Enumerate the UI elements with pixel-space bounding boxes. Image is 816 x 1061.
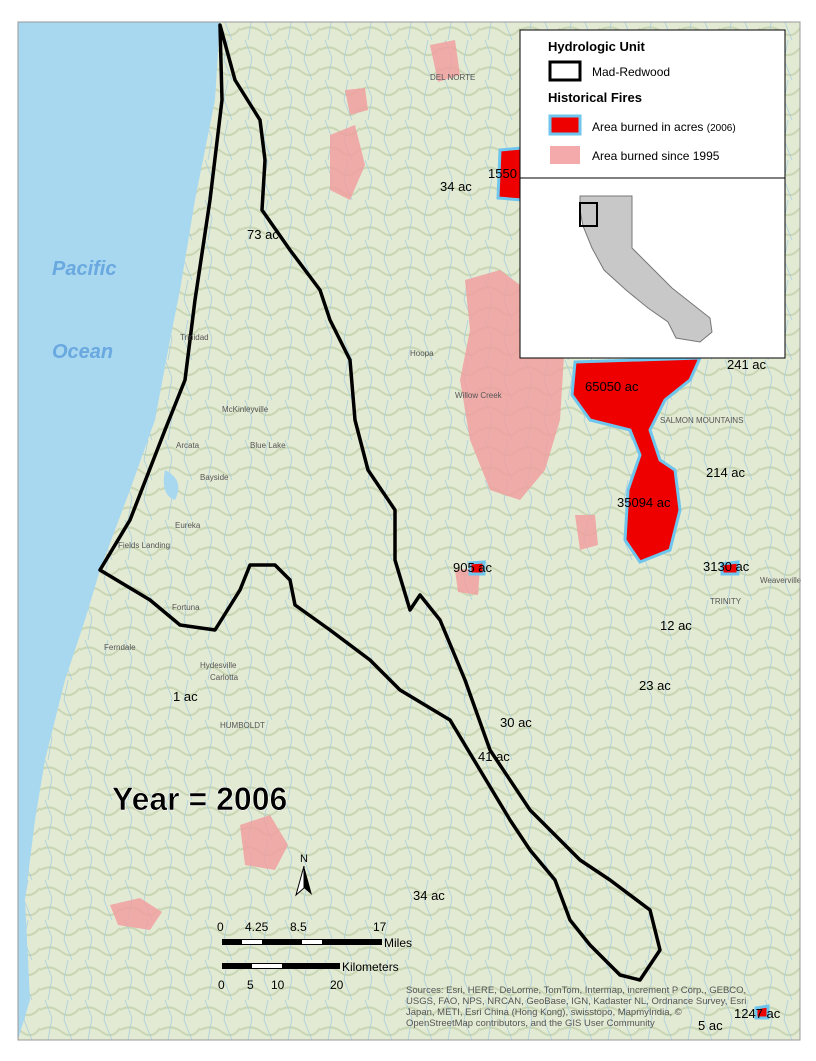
sources-line: Sources: Esri, HERE, DeLorme, TomTom, In… <box>406 985 746 996</box>
scale-tick-label: 5 <box>247 978 254 992</box>
scale-tick-label: 0 <box>217 920 224 934</box>
legend-item-text: Area burned in acres <box>592 120 703 134</box>
fire-area-2006 <box>754 1004 770 1020</box>
fire-area <box>240 815 288 870</box>
place-label: Willow Creek <box>455 391 503 400</box>
fire-label: 35094 ac <box>617 495 671 510</box>
scale-bar-segment <box>302 940 322 944</box>
place-label: DEL NORTE <box>430 73 475 82</box>
legend-swatch <box>548 114 582 136</box>
ocean <box>18 22 220 1040</box>
place-label: Eureka <box>175 521 201 530</box>
fire-label: 34 ac <box>413 888 445 903</box>
fire-area-2006 <box>720 560 740 576</box>
north-arrow-right <box>304 866 312 895</box>
fire-label: 5 ac <box>698 1018 723 1033</box>
place-label: Bayside <box>200 473 229 482</box>
ocean-label: Pacific Ocean <box>52 258 116 363</box>
scale-tick-label: 10 <box>271 978 285 992</box>
fire-label: 65050 ac <box>585 379 639 394</box>
fire-area <box>345 88 368 115</box>
legend-item: Area burned in acres (2006) <box>592 120 736 134</box>
legend-item-year: (2006) <box>707 123 736 134</box>
place-label: McKinleyville <box>222 405 269 414</box>
fire-area-2006 <box>468 560 486 576</box>
scale-bar-segment <box>252 964 282 968</box>
fire-label: 1 ac <box>173 689 198 704</box>
scale-tick-label: 4.25 <box>245 920 269 934</box>
place-label: Weaverville <box>760 576 802 585</box>
fire-area <box>430 40 460 82</box>
fire-label: 214 ac <box>706 465 746 480</box>
sources-line: Japan, METI, Esri China (Hong Kong), swi… <box>406 1007 682 1018</box>
north-arrow: N <box>295 853 312 897</box>
ocean-label-line: Ocean <box>52 341 113 363</box>
fire-label: 73 ac <box>247 227 279 242</box>
place-label: Ferndale <box>104 643 136 652</box>
fire-area <box>110 898 162 930</box>
fire-label: 41 ac <box>478 749 510 764</box>
place-label: Arcata <box>176 441 200 450</box>
ocean-label-line: Pacific <box>52 258 116 280</box>
bay <box>163 470 179 500</box>
mad-redwood-boundary <box>98 23 662 982</box>
sources-line: USGS, FAO, NPS, NRCAN, GeoBase, IGN, Kad… <box>406 996 746 1007</box>
scale-tick-label: 20 <box>330 978 344 992</box>
fire-labels: 1550 ac 34 ac 73 ac 241 ac 65050 ac 214 … <box>173 166 781 1033</box>
sources-line: OpenStreetMap contributors, and the GIS … <box>406 1018 655 1029</box>
fire-area-2006 <box>570 356 703 564</box>
fire-label: 12 ac <box>660 618 692 633</box>
place-label: Fields Landing <box>118 541 170 550</box>
fire-label: 3130 ac <box>703 559 750 574</box>
place-label: Carlotta <box>210 673 239 682</box>
fire-label: 30 ac <box>500 715 532 730</box>
inset-map <box>519 177 786 359</box>
place-label: Trinidad <box>180 333 209 342</box>
fire-area <box>330 125 365 200</box>
place-label: Hydesville <box>200 661 237 670</box>
legend-item: Mad-Redwood <box>592 65 670 79</box>
fire-label: 241 ac <box>727 357 767 372</box>
scale-bar-segment <box>242 940 262 944</box>
scale-unit: Miles <box>384 936 412 950</box>
california <box>579 195 713 343</box>
scale-tick-label: 0 <box>218 978 225 992</box>
fire-label: 23 ac <box>639 678 671 693</box>
fire-label: 905 ac <box>453 560 493 575</box>
map-frame <box>17 21 801 1041</box>
place-label: Fortuna <box>172 603 200 612</box>
legend-swatch <box>550 146 580 164</box>
sources: Sources: Esri, HERE, DeLorme, TomTom, In… <box>406 985 746 1029</box>
legend-swatch <box>548 60 582 82</box>
scale-tick-label: 17 <box>373 920 387 934</box>
legend-title: Hydrologic Unit <box>548 39 645 54</box>
place-labels: Trinidad McKinleyville Arcata Blue Lake … <box>104 73 802 730</box>
fire-area <box>575 515 598 550</box>
legend-title: Historical Fires <box>548 90 642 105</box>
place-label: Hoopa <box>410 349 434 358</box>
inset-extent <box>579 202 598 227</box>
place-label: HUMBOLDT <box>220 721 265 730</box>
scale-unit: Kilometers <box>342 960 399 974</box>
year-label: Year = 2006 <box>112 781 287 817</box>
north-label: N <box>300 853 308 865</box>
fire-label: 34 ac <box>440 179 472 194</box>
place-label: Blue Lake <box>250 441 286 450</box>
place-label: SALMON MOUNTAINS <box>660 416 743 425</box>
place-label: TRINITY <box>710 597 742 606</box>
scale-tick-label: 8.5 <box>290 920 307 934</box>
legend-item: Area burned since 1995 <box>592 149 720 163</box>
fire-label: 1247 ac <box>734 1006 781 1021</box>
legend: Hydrologic Unit Mad-Redwood Historical F… <box>519 29 786 179</box>
scale-bar: 0 4.25 8.5 17 Miles Kilometers 0 5 10 20 <box>217 920 412 992</box>
fires-2006 <box>468 146 770 1020</box>
